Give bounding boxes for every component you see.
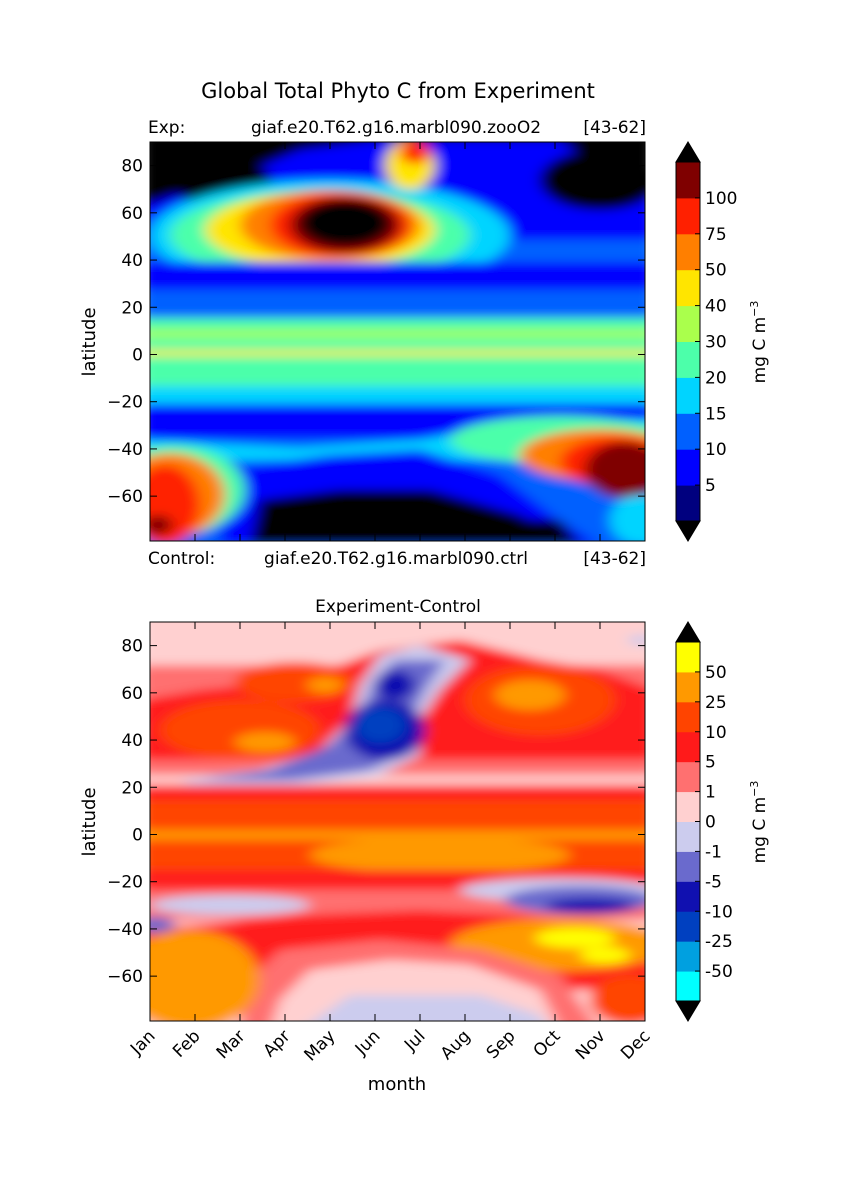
top-plot-area	[150, 142, 645, 541]
colorbar-label: 5	[705, 753, 716, 773]
colorbar-swatch	[676, 851, 700, 882]
colorbar-swatch	[676, 701, 700, 733]
colorbar-label: 0	[705, 813, 716, 833]
y-tick-label: −60	[107, 967, 143, 987]
exp-label: Exp:	[148, 118, 185, 138]
y-tick-label: −20	[107, 393, 143, 413]
y-tick-label: 80	[121, 157, 143, 177]
y-tick-label: −60	[107, 487, 143, 507]
top-y-axis: 80 60 40 20 0 −20 −40 −60	[107, 142, 646, 541]
colorbar-label: 75	[705, 225, 727, 245]
x-tick-label: Jun	[351, 1026, 385, 1060]
colorbar-swatch	[676, 791, 700, 822]
bottom-panel-title: Experiment-Control	[315, 597, 481, 617]
colorbar-over	[675, 621, 701, 643]
colorbar-swatch	[676, 233, 700, 271]
bottom-colorbar-unit: mg C m−3	[748, 781, 770, 864]
y-tick-label: 40	[121, 251, 143, 271]
y-tick-label: 0	[132, 825, 143, 845]
colorbar-label: 40	[705, 297, 727, 317]
colorbar-swatch	[676, 413, 700, 450]
bottom-y-axis: 80 60 40 20 0 −20 −40 −60	[107, 637, 645, 987]
top-plot-frame	[149, 141, 646, 542]
colorbar-swatch	[676, 162, 700, 199]
colorbar-label: 10	[705, 440, 727, 460]
bottom-plot-area	[150, 622, 645, 1021]
colorbar-swatch	[676, 761, 700, 793]
colorbar-label: 10	[705, 723, 727, 743]
colorbar-label: 50	[705, 261, 727, 281]
y-tick-label: −40	[107, 440, 143, 460]
x-tick-label: Sep	[483, 1026, 520, 1063]
colorbar-swatch	[676, 731, 700, 763]
bottom-xlabel: month	[368, 1074, 426, 1095]
y-tick-label: −20	[107, 873, 143, 893]
control-years: [43-62]	[583, 549, 646, 569]
colorbar-swatch	[676, 881, 700, 912]
colorbar-swatch	[676, 197, 700, 235]
y-tick-label: 0	[132, 345, 143, 365]
x-tick-label: Mar	[213, 1026, 250, 1063]
colorbar-label: 100	[705, 189, 737, 209]
x-tick-label: Apr	[260, 1026, 295, 1061]
colorbar-swatch	[676, 911, 700, 942]
x-tick-label: Jul	[400, 1026, 429, 1055]
exp-years: [43-62]	[583, 118, 646, 138]
colorbar-label: 20	[705, 368, 727, 388]
colorbar-swatch	[676, 642, 700, 673]
colorbar-swatch	[676, 341, 700, 378]
control-label: Control:	[148, 549, 215, 569]
colorbar-label: 50	[705, 663, 727, 683]
x-tick-label: Dec	[617, 1026, 654, 1063]
x-tick-label: Oct	[530, 1026, 565, 1061]
colorbar-under	[675, 1000, 701, 1022]
y-tick-label: 80	[121, 637, 143, 657]
colorbar-swatch	[676, 269, 700, 307]
colorbar-under	[675, 520, 701, 542]
y-tick-label: 40	[121, 731, 143, 751]
colorbar-label: 25	[705, 693, 727, 713]
top-colorbar-unit: mg C m−3	[748, 301, 770, 384]
colorbar-label: -5	[705, 872, 722, 892]
y-tick-label: 20	[121, 298, 143, 318]
colorbar-label: 15	[705, 404, 727, 424]
colorbar-label: 30	[705, 333, 727, 353]
bottom-plot-frame	[149, 621, 646, 1022]
y-tick-label: 60	[121, 684, 143, 704]
colorbar-label: -25	[705, 932, 733, 952]
y-tick-label: 60	[121, 204, 143, 224]
colorbar-swatch	[676, 485, 700, 522]
colorbar-swatch	[676, 305, 700, 342]
colorbar-swatch	[676, 971, 700, 1002]
bottom-ylabel: latitude	[79, 787, 100, 856]
colorbar-swatch	[676, 449, 700, 486]
colorbar-swatch	[676, 671, 700, 703]
control-case: giaf.e20.T62.g16.marbl090.ctrl	[264, 549, 528, 569]
colorbar-label: -10	[705, 902, 733, 922]
y-tick-label: −40	[107, 920, 143, 940]
colorbar-label: -50	[705, 962, 733, 982]
x-tick-label: Feb	[169, 1026, 204, 1061]
x-tick-label: May	[301, 1026, 340, 1065]
colorbar-swatch	[676, 377, 700, 414]
x-tick-label: Jan	[126, 1026, 159, 1059]
figure-title: Global Total Phyto C from Experiment	[201, 79, 595, 103]
x-tick-label: Aug	[437, 1026, 475, 1064]
exp-case: giaf.e20.T62.g16.marbl090.zooO2	[251, 118, 541, 138]
colorbar-label: 5	[705, 476, 716, 496]
colorbar-label: -1	[705, 842, 722, 862]
colorbar-label: 1	[705, 783, 716, 803]
top-colorbar: 5 10 15 20 30 40 50 75 100	[675, 141, 737, 542]
colorbar-over	[675, 141, 701, 163]
colorbar-swatch	[676, 821, 700, 852]
colorbar-swatch	[676, 941, 700, 972]
top-ylabel: latitude	[79, 307, 100, 376]
x-tick-label: Nov	[572, 1026, 610, 1064]
y-tick-label: 20	[121, 778, 143, 798]
